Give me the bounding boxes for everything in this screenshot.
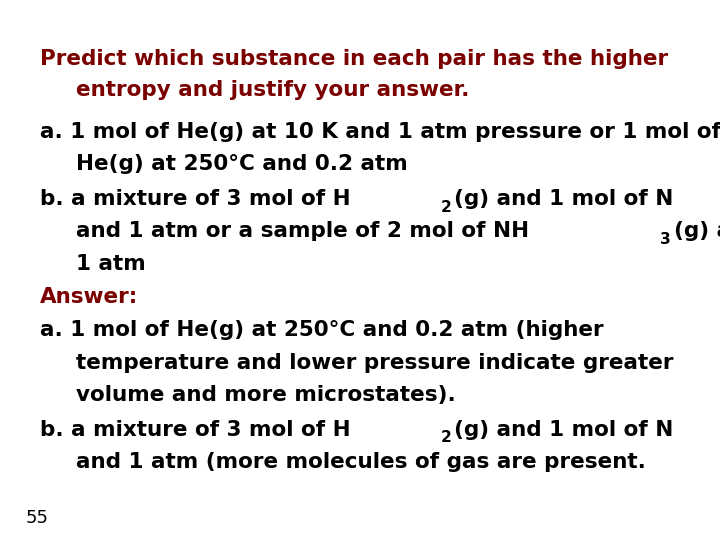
Text: 2: 2	[441, 430, 451, 445]
Text: volume and more microstates).: volume and more microstates).	[76, 385, 455, 405]
Text: temperature and lower pressure indicate greater: temperature and lower pressure indicate …	[76, 353, 673, 373]
Text: He(g) at 250°C and 0.2 atm: He(g) at 250°C and 0.2 atm	[76, 154, 408, 174]
Text: 3: 3	[660, 232, 671, 247]
Text: (g) at 25°C and: (g) at 25°C and	[674, 221, 720, 241]
Text: Predict which substance in each pair has the higher: Predict which substance in each pair has…	[40, 49, 667, 69]
Text: 55: 55	[25, 509, 48, 526]
Text: (g) and 1 mol of N: (g) and 1 mol of N	[454, 189, 674, 209]
Text: 2: 2	[441, 200, 451, 215]
Text: a. 1 mol of He(g) at 10 K and 1 atm pressure or 1 mol of: a. 1 mol of He(g) at 10 K and 1 atm pres…	[40, 122, 720, 141]
Text: 1 atm: 1 atm	[76, 254, 145, 274]
Text: b. a mixture of 3 mol of H: b. a mixture of 3 mol of H	[40, 189, 350, 209]
Text: entropy and justify your answer.: entropy and justify your answer.	[76, 80, 469, 100]
Text: a. 1 mol of He(g) at 250°C and 0.2 atm (higher: a. 1 mol of He(g) at 250°C and 0.2 atm (…	[40, 320, 603, 340]
Text: and 1 atm (more molecules of gas are present.: and 1 atm (more molecules of gas are pre…	[76, 452, 645, 472]
Text: b. a mixture of 3 mol of H: b. a mixture of 3 mol of H	[40, 420, 350, 440]
Text: and 1 atm or a sample of 2 mol of NH: and 1 atm or a sample of 2 mol of NH	[76, 221, 528, 241]
Text: (g) and 1 mol of N: (g) and 1 mol of N	[454, 420, 674, 440]
Text: Answer:: Answer:	[40, 287, 138, 307]
